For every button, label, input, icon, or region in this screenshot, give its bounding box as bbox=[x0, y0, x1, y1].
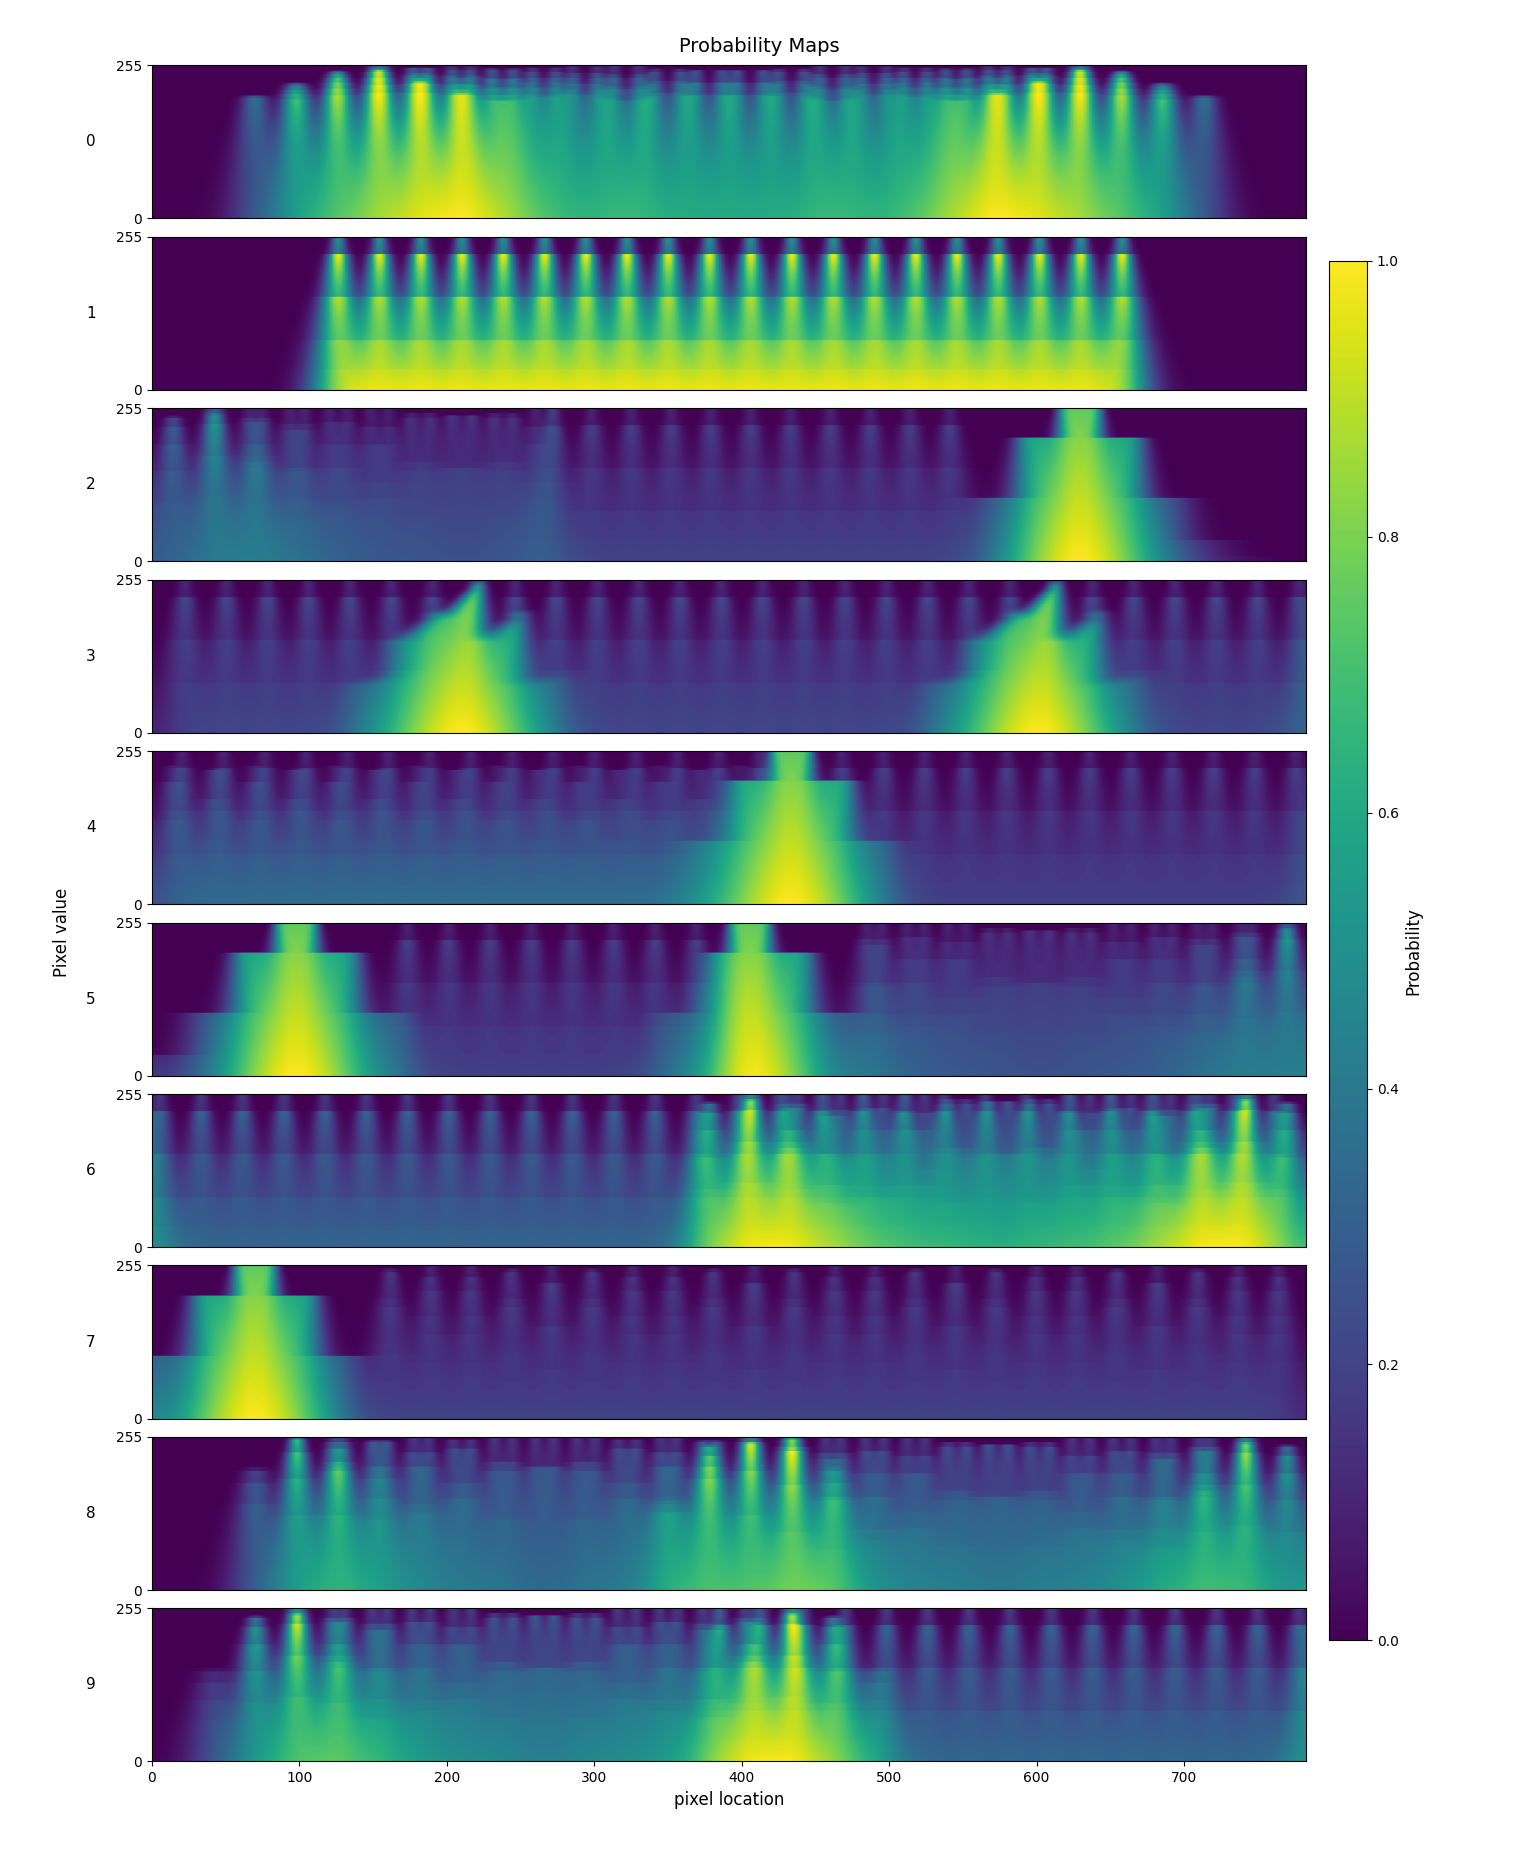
Y-axis label: 7: 7 bbox=[87, 1335, 96, 1350]
Text: Probability Maps: Probability Maps bbox=[679, 37, 840, 56]
Y-axis label: 8: 8 bbox=[87, 1506, 96, 1521]
Y-axis label: 2: 2 bbox=[87, 477, 96, 492]
Y-axis label: 4: 4 bbox=[87, 820, 96, 835]
Y-axis label: 9: 9 bbox=[87, 1678, 96, 1693]
Y-axis label: 1: 1 bbox=[87, 306, 96, 321]
Y-axis label: 6: 6 bbox=[87, 1163, 96, 1178]
Y-axis label: Probability: Probability bbox=[1405, 906, 1422, 995]
Text: Pixel value: Pixel value bbox=[53, 887, 71, 977]
X-axis label: pixel location: pixel location bbox=[674, 1791, 784, 1808]
Y-axis label: 3: 3 bbox=[87, 649, 96, 664]
Y-axis label: 5: 5 bbox=[87, 992, 96, 1007]
Y-axis label: 0: 0 bbox=[87, 134, 96, 149]
